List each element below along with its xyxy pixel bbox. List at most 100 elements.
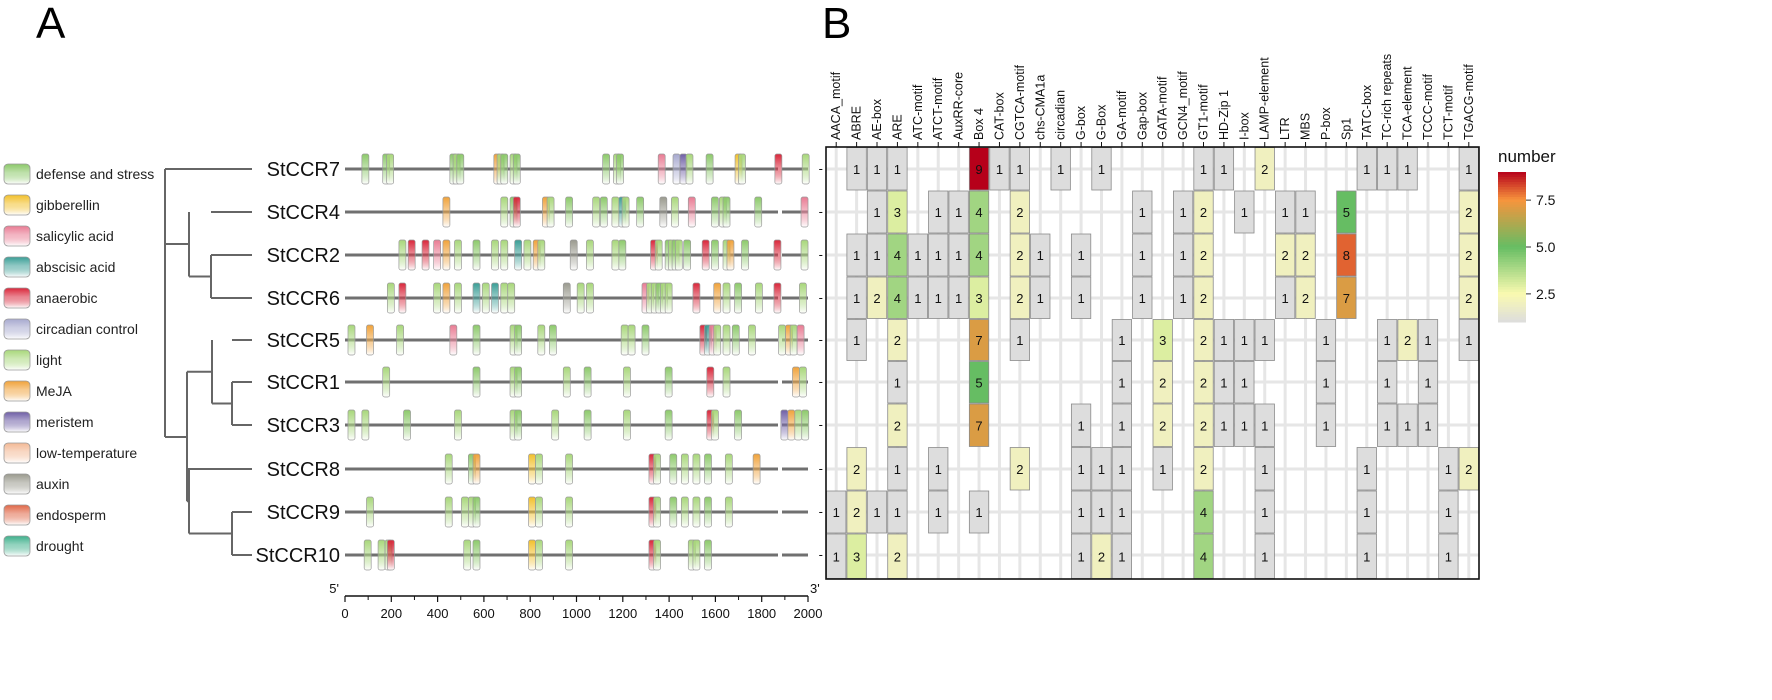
heatmap-cell <box>1234 190 1255 234</box>
legend-label: endosperm <box>36 507 106 523</box>
element-box-defense-and-stress <box>456 153 465 185</box>
heatmap-cell-label: 7 <box>975 418 982 433</box>
heatmap-cell <box>1234 403 1255 447</box>
heatmap-cell-label: 1 <box>1220 375 1227 390</box>
colorbar-step <box>1498 262 1526 265</box>
heatmap-cell <box>1009 447 1030 491</box>
row-marker: - <box>819 204 823 219</box>
heatmap-cell-label: 1 <box>975 505 982 520</box>
gene-label: StCCR1 <box>267 372 340 394</box>
column-label: HD-Zip 1 <box>1217 90 1231 140</box>
colorbar-step <box>1498 182 1526 185</box>
heatmap-cell <box>1009 233 1030 277</box>
element-box-light <box>500 282 509 314</box>
heatmap-cell <box>928 190 949 234</box>
heatmap-cell-label: 2 <box>1200 291 1207 306</box>
heatmap-cell <box>1295 276 1316 319</box>
heatmap-cell <box>1213 361 1235 404</box>
heatmap-cell <box>968 233 990 277</box>
colorbar-step <box>1498 314 1526 318</box>
colorbar-step <box>1498 274 1526 278</box>
legend-item-anaerobic: anaerobic <box>3 287 98 309</box>
element-box-defense-and-stress <box>472 324 481 356</box>
colorbar-step <box>1498 292 1526 295</box>
heatmap-cell-label: 1 <box>1282 205 1289 220</box>
element-box-light <box>674 239 683 271</box>
heatmap-cell <box>1070 447 1092 491</box>
column-label: TCT-motif <box>1441 85 1455 140</box>
heatmap-cell <box>1397 319 1418 361</box>
element-box-defense-and-stress <box>403 409 411 441</box>
column-label: CGTCA-motif <box>1013 64 1027 140</box>
heatmap-cell-label: 1 <box>914 248 921 263</box>
element-box-defense-and-stress <box>618 239 627 271</box>
element-box-defense-and-stress <box>683 239 692 271</box>
element-box-light <box>347 409 356 441</box>
element-box-defense-and-stress <box>565 196 573 228</box>
element-box-defense-and-stress <box>711 239 719 271</box>
heatmap-cell-label: 2 <box>853 505 860 520</box>
colorbar-step <box>1498 227 1526 230</box>
heatmap-cell <box>928 490 949 534</box>
column-label: TATC-box <box>1360 84 1374 140</box>
colorbar-step <box>1498 194 1526 198</box>
heatmap-cell <box>1377 319 1398 361</box>
axis-tick-label: 2000 <box>794 606 823 621</box>
gene-label: StCCR3 <box>267 415 340 437</box>
axis-tick-label: 1600 <box>701 606 730 621</box>
heatmap-cell-label: 1 <box>1037 291 1044 306</box>
colorbar-step <box>1498 247 1526 250</box>
heatmap-cell <box>846 276 867 319</box>
axis-end-label: 3' <box>810 581 820 596</box>
legend-label: abscisic acid <box>36 259 115 275</box>
heatmap-cell <box>968 361 990 404</box>
heatmap-cell-label: 1 <box>1139 291 1146 306</box>
heatmap-cell <box>1070 233 1092 277</box>
element-box-light <box>724 453 733 485</box>
colorbar-step <box>1498 202 1526 205</box>
element-box-defense-and-stress <box>704 496 712 528</box>
column-label: MBS <box>1299 113 1313 140</box>
element-box-light <box>576 282 585 314</box>
column-label: circadian <box>1054 90 1068 140</box>
gene-track-stccr1: StCCR1 <box>267 366 808 398</box>
element-box-light <box>738 153 746 185</box>
heatmap-cell-label: 1 <box>1261 333 1268 348</box>
heatmap-cell <box>968 190 990 234</box>
axis-start-label: 5' <box>329 581 339 596</box>
heatmap-cell <box>1213 403 1235 447</box>
element-box-light <box>794 409 803 441</box>
heatmap-cell <box>1417 319 1439 361</box>
heatmap-cell <box>1397 403 1418 447</box>
element-box-meja <box>442 196 451 228</box>
gene-track-stccr6: StCCR6 <box>267 282 808 314</box>
heatmap-cell <box>1438 447 1459 491</box>
heatmap-cell-label: 1 <box>1322 418 1329 433</box>
element-box-defense-and-stress <box>512 153 521 185</box>
element-box-defense-and-stress <box>616 153 624 185</box>
heatmap-cell-label: 1 <box>1118 418 1125 433</box>
element-box-anaerobic <box>773 239 782 271</box>
element-box-light <box>722 324 731 356</box>
legend-item-circadian-control: circadian control <box>3 318 138 340</box>
colorbar-step <box>1498 304 1526 308</box>
element-box-light <box>396 324 404 356</box>
legend-label: anaerobic <box>36 290 98 306</box>
element-box-light <box>755 282 763 314</box>
element-box-defense-and-stress <box>472 239 481 271</box>
element-box-light <box>611 196 620 228</box>
element-box-light <box>789 324 798 356</box>
element-box-light <box>444 496 453 528</box>
legend-label: auxin <box>36 476 69 492</box>
column-label: AE-box <box>870 98 884 140</box>
colorbar-step <box>1498 289 1526 293</box>
heatmap-cell <box>1111 361 1132 404</box>
element-box-defense-and-stress <box>669 453 678 485</box>
element-box-light <box>366 496 374 528</box>
colorbar-step <box>1498 189 1526 193</box>
heatmap-cell <box>887 190 908 234</box>
colorbar-step <box>1498 214 1526 218</box>
